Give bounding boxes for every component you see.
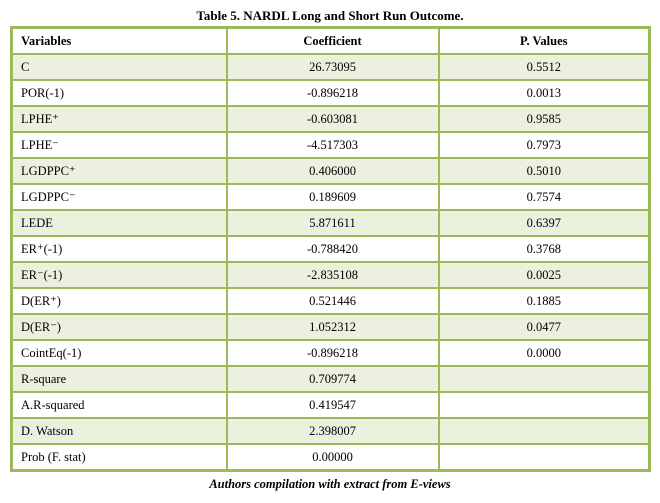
- cell-coefficient: -0.603081: [225, 105, 440, 133]
- cell-pvalue: 0.0013: [437, 79, 651, 107]
- table-row: LPHE⁺ -0.603081 0.9585: [10, 105, 651, 133]
- cell-pvalue: 0.7574: [437, 183, 651, 211]
- cell-variable: A.R-squared: [10, 391, 228, 419]
- table-row: POR(-1) -0.896218 0.0013: [10, 79, 651, 107]
- table-row: A.R-squared 0.419547: [10, 391, 651, 419]
- results-table: Variables Coefficient P. Values C 26.7309…: [10, 26, 651, 472]
- table-body: C 26.73095 0.5512 POR(-1) -0.896218 0.0013 LPH…: [10, 53, 651, 472]
- cell-coefficient: -0.896218: [225, 339, 440, 367]
- table-row: LEDE 5.871611 0.6397: [10, 209, 651, 237]
- cell-variable: LGDPPC⁺: [10, 157, 228, 185]
- cell-pvalue: [437, 443, 651, 472]
- cell-coefficient: 0.189609: [225, 183, 440, 211]
- table-row: CointEq(-1) -0.896218 0.0000: [10, 339, 651, 367]
- cell-coefficient: 0.419547: [225, 391, 440, 419]
- cell-variable: LGDPPC⁻: [10, 183, 228, 211]
- cell-coefficient: -4.517303: [225, 131, 440, 159]
- cell-pvalue: 0.7973: [437, 131, 651, 159]
- cell-pvalue: 0.5512: [437, 53, 651, 81]
- table-row: LPHE⁻ -4.517303 0.7973: [10, 131, 651, 159]
- header-row: Variables Coefficient P. Values: [10, 26, 651, 55]
- source-caption: Authors compilation with extract from E-…: [209, 477, 451, 491]
- cell-pvalue: 0.9585: [437, 105, 651, 133]
- page: Table 5. NARDL Long and Short Run Outcom…: [10, 8, 651, 491]
- cell-pvalue: [437, 391, 651, 419]
- header-coefficient: Coefficient: [225, 26, 440, 55]
- cell-variable: R-square: [10, 365, 228, 393]
- cell-pvalue: [437, 417, 651, 445]
- cell-coefficient: -0.788420: [225, 235, 440, 263]
- cell-variable: D(ER⁻): [10, 313, 228, 341]
- table-row: D(ER⁺) 0.521446 0.1885: [10, 287, 651, 315]
- table-row: C 26.73095 0.5512: [10, 53, 651, 81]
- cell-variable: Prob (F. stat): [10, 443, 228, 472]
- cell-coefficient: -0.896218: [225, 79, 440, 107]
- cell-coefficient: 26.73095: [225, 53, 440, 81]
- cell-pvalue: 0.0025: [437, 261, 651, 289]
- table-row: LGDPPC⁻ 0.189609 0.7574: [10, 183, 651, 211]
- cell-pvalue: 0.6397: [437, 209, 651, 237]
- cell-coefficient: 1.052312: [225, 313, 440, 341]
- cell-coefficient: 2.398007: [225, 417, 440, 445]
- table-row: ER⁺(-1) -0.788420 0.3768: [10, 235, 651, 263]
- cell-pvalue: 0.3768: [437, 235, 651, 263]
- cell-coefficient: -2.835108: [225, 261, 440, 289]
- table-row: LGDPPC⁺ 0.406000 0.5010: [10, 157, 651, 185]
- table-row: ER⁻(-1) -2.835108 0.0025: [10, 261, 651, 289]
- header-pvalues: P. Values: [437, 26, 651, 55]
- cell-variable: ER⁺(-1): [10, 235, 228, 263]
- table-row: D. Watson 2.398007: [10, 417, 651, 445]
- cell-pvalue: 0.5010: [437, 157, 651, 185]
- cell-variable: CointEq(-1): [10, 339, 228, 367]
- cell-coefficient: 0.406000: [225, 157, 440, 185]
- cell-variable: LEDE: [10, 209, 228, 237]
- cell-pvalue: 0.0000: [437, 339, 651, 367]
- cell-variable: LPHE⁺: [10, 105, 228, 133]
- cell-variable: D. Watson: [10, 417, 228, 445]
- cell-variable: LPHE⁻: [10, 131, 228, 159]
- cell-variable: POR(-1): [10, 79, 228, 107]
- cell-coefficient: 5.871611: [225, 209, 440, 237]
- cell-pvalue: 0.0477: [437, 313, 651, 341]
- table-row: D(ER⁻) 1.052312 0.0477: [10, 313, 651, 341]
- table-row: Prob (F. stat) 0.00000: [10, 443, 651, 472]
- cell-variable: D(ER⁺): [10, 287, 228, 315]
- cell-pvalue: [437, 365, 651, 393]
- cell-coefficient: 0.521446: [225, 287, 440, 315]
- table-title: Table 5. NARDL Long and Short Run Outcom…: [196, 8, 464, 23]
- cell-pvalue: 0.1885: [437, 287, 651, 315]
- cell-variable: ER⁻(-1): [10, 261, 228, 289]
- table-row: R-square 0.709774: [10, 365, 651, 393]
- cell-coefficient: 0.709774: [225, 365, 440, 393]
- cell-variable: C: [10, 53, 228, 81]
- header-variables: Variables: [10, 26, 228, 55]
- cell-coefficient: 0.00000: [225, 443, 440, 472]
